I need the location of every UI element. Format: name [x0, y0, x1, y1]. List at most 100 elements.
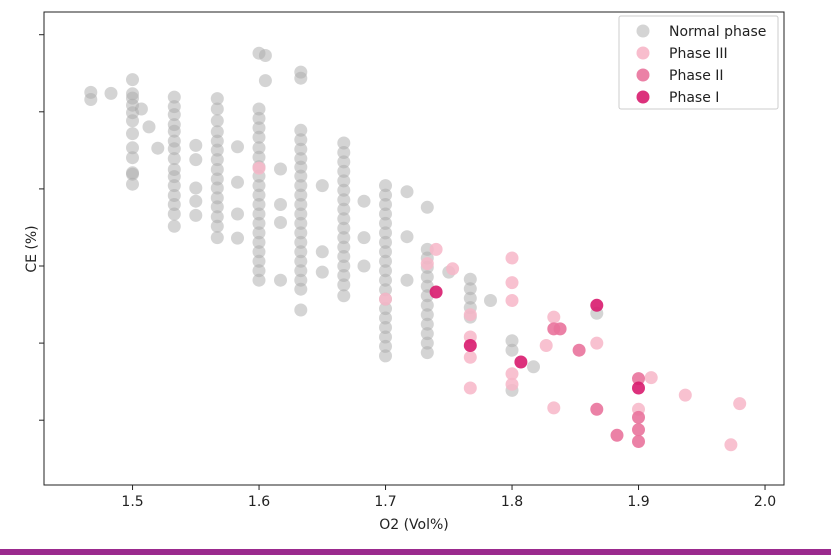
point-series-0-50 — [210, 210, 224, 224]
point-series-0-116 — [337, 240, 351, 254]
point-series-2-5 — [632, 410, 645, 424]
point-series-0-24 — [167, 142, 181, 156]
point-series-0-131 — [379, 235, 392, 249]
point-series-0-111 — [337, 193, 351, 207]
point-series-0-87 — [294, 160, 308, 174]
point-series-0-133 — [379, 254, 392, 268]
point-series-0-51 — [210, 219, 224, 233]
point-series-0-89 — [294, 179, 308, 193]
point-series-0-144 — [400, 230, 414, 244]
point-series-0-122 — [357, 194, 371, 208]
point-series-0-112 — [337, 202, 351, 216]
point-series-0-117 — [337, 250, 351, 263]
point-series-1-9 — [463, 350, 477, 364]
point-series-0-41 — [210, 125, 224, 139]
point-series-0-94 — [294, 226, 308, 240]
point-series-1-20 — [724, 438, 738, 452]
point-series-0-68 — [252, 207, 266, 221]
point-series-0-16 — [142, 120, 156, 134]
point-series-2-3 — [590, 402, 604, 416]
point-series-0-55 — [231, 231, 244, 245]
point-series-0-161 — [463, 291, 477, 305]
point-series-0-154 — [420, 317, 434, 331]
point-series-1-12 — [505, 377, 519, 391]
point-series-2-6 — [632, 423, 645, 437]
point-series-0-168 — [527, 360, 540, 374]
point-series-0-129 — [379, 216, 392, 230]
point-series-0-37 — [189, 208, 203, 222]
point-series-0-73 — [252, 254, 266, 268]
point-series-0-20 — [167, 108, 181, 122]
point-series-0-121 — [337, 289, 351, 303]
point-series-3-1 — [463, 339, 477, 352]
point-series-0-106 — [337, 146, 351, 159]
point-series-0-71 — [252, 235, 266, 249]
point-series-3-4 — [632, 381, 645, 395]
point-series-0-132 — [379, 245, 392, 259]
point-series-0-166 — [505, 343, 519, 357]
point-series-0-172 — [231, 175, 244, 189]
point-series-0-62 — [252, 150, 266, 164]
point-series-2-4 — [610, 428, 624, 442]
point-series-0-138 — [379, 302, 392, 316]
point-series-0-115 — [337, 231, 351, 245]
point-series-1-21 — [733, 397, 747, 411]
point-series-0-155 — [420, 327, 434, 341]
point-series-0-118 — [337, 259, 351, 273]
point-series-0-39 — [210, 102, 224, 116]
point-series-0-139 — [379, 311, 392, 325]
point-series-0-79 — [274, 198, 287, 211]
point-series-0-80 — [274, 273, 287, 287]
point-series-0-47 — [210, 181, 224, 195]
point-series-0-34 — [189, 153, 203, 167]
point-series-1-15 — [547, 401, 561, 415]
point-series-0-43 — [210, 143, 224, 157]
point-series-0-49 — [210, 200, 224, 214]
point-series-0-157 — [420, 346, 434, 360]
point-series-0-3 — [126, 73, 139, 87]
point-series-0-108 — [337, 164, 351, 178]
point-series-0-15 — [134, 102, 148, 116]
point-series-0-143 — [379, 349, 392, 363]
point-series-0-136 — [379, 283, 392, 297]
x-tick-label-5: 2.0 — [754, 494, 776, 510]
point-series-0-171 — [400, 185, 414, 199]
point-series-0-2 — [104, 86, 118, 100]
point-series-0-156 — [420, 336, 434, 350]
point-series-3-3 — [590, 298, 604, 312]
point-series-0-165 — [505, 334, 519, 348]
legend-box — [618, 15, 779, 110]
point-series-0-27 — [167, 170, 181, 184]
point-series-0-128 — [379, 207, 392, 221]
point-series-0-135 — [379, 273, 392, 287]
point-series-0-17 — [151, 141, 165, 155]
x-tick-label-1: 1.6 — [248, 494, 270, 510]
point-series-1-5 — [505, 294, 519, 307]
point-series-0-40 — [210, 114, 224, 128]
point-series-0-78 — [274, 162, 287, 176]
point-series-0-25 — [167, 152, 181, 166]
point-series-0-69 — [252, 216, 266, 230]
bottom-accent-rule — [0, 549, 831, 555]
point-series-0-36 — [189, 194, 203, 208]
point-series-0-123 — [357, 231, 371, 245]
point-series-1-6 — [463, 308, 477, 322]
x-tick-label-2: 1.7 — [374, 494, 396, 510]
point-series-2-8 — [632, 372, 645, 386]
point-series-0-59 — [252, 121, 266, 135]
point-series-0-109 — [337, 174, 351, 188]
point-series-0-67 — [252, 198, 266, 211]
point-series-0-35 — [189, 181, 203, 195]
point-series-0-104 — [315, 265, 329, 279]
point-series-0-97 — [294, 254, 308, 268]
legend-label-phase2: Phase II — [669, 68, 724, 84]
point-series-0-84 — [294, 133, 308, 147]
point-series-0-38 — [210, 92, 224, 106]
point-series-0-44 — [210, 153, 224, 167]
point-series-1-19 — [678, 388, 692, 402]
point-series-0-159 — [463, 272, 477, 286]
point-series-0-101 — [294, 303, 308, 317]
point-series-0-126 — [379, 188, 392, 202]
point-series-0-42 — [210, 134, 224, 148]
point-series-0-77 — [258, 74, 272, 88]
